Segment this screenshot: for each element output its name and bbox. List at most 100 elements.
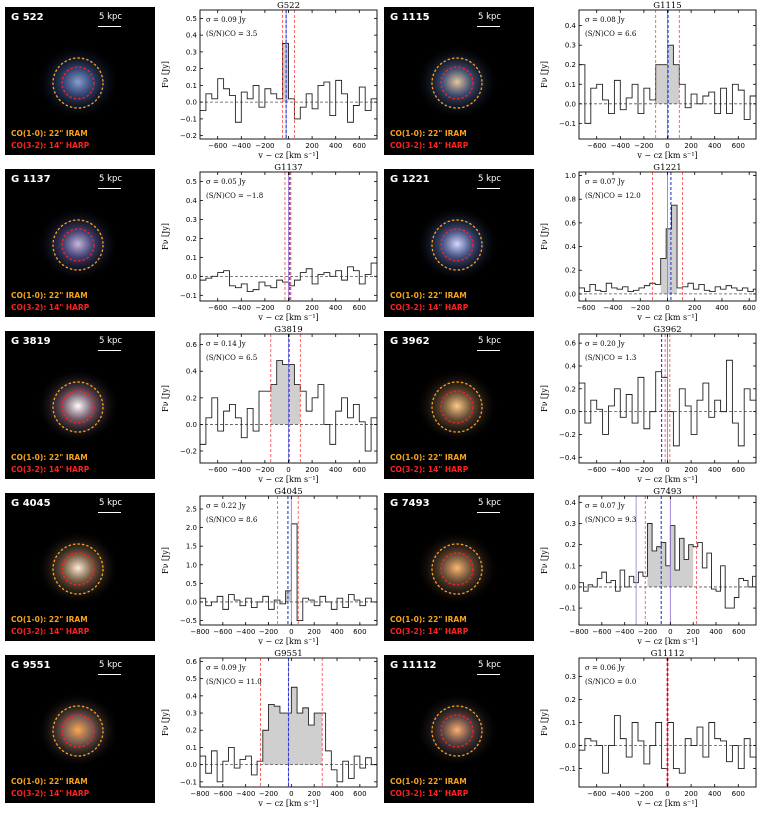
co10-beam-circle: [52, 543, 104, 595]
x-tick-label: −200: [255, 142, 274, 150]
galaxy-drawing: [36, 530, 120, 606]
scale-label: 5 kpc: [99, 660, 123, 670]
y-tick-label: −0.1: [180, 115, 197, 123]
panel-g11112: G 11112 5 kpc CO(1-0): 22" IRAM CO(3-2): 14…: [384, 648, 760, 810]
y-tick-label: 0.3: [186, 48, 197, 56]
y-tick-label: 0.6: [186, 341, 198, 349]
y-tick-label: 0.3: [186, 710, 197, 718]
shaded-line-region: [270, 360, 301, 425]
co10-label: CO(1-0): 22" IRAM: [11, 615, 88, 624]
y-axis-label: Fν [Jy]: [540, 709, 549, 736]
galaxy-drawing: [36, 368, 120, 444]
galaxy-image: G 1115 5 kpc CO(1-0): 22" IRAM CO(3-2): 14"…: [384, 7, 534, 155]
co10-label: CO(1-0): 22" IRAM: [11, 453, 88, 462]
co32-label: CO(3-2): 14" HARP: [390, 465, 469, 474]
co10-label: CO(1-0): 22" IRAM: [390, 129, 467, 138]
galaxy-image: G 522 5 kpc CO(1-0): 22" IRAM CO(3-2): 14" …: [5, 7, 155, 155]
x-tick-label: −200: [634, 466, 653, 474]
co32-label: CO(3-2): 14" HARP: [390, 303, 469, 312]
x-tick-label: 200: [688, 304, 701, 312]
shaded-line-region: [285, 590, 292, 602]
spectrum-plot: −600 −400 −200 0 200 400 600 −0.1 0.0 0.1 0.2 0.3 G1…: [534, 648, 760, 810]
galaxy-glow: [36, 206, 120, 282]
spectrum-svg: −800 −600 −400 −200 0 200 400 600 −0.5 0.0 0.5 1.0 1…: [161, 487, 378, 646]
y-tick-label: 2.0: [186, 524, 197, 532]
scale-bar: [477, 674, 500, 675]
y-tick-label: 0.6: [186, 658, 198, 666]
galaxy-glow: [415, 44, 499, 120]
galaxy-drawing: [36, 692, 120, 768]
scale-label: 5 kpc: [478, 174, 502, 184]
y-tick-label: −0.4: [559, 454, 577, 462]
co32-beam-circle: [440, 228, 474, 262]
y-tick-label: −0.1: [559, 120, 576, 128]
x-axis-label: v − cz [km s⁻¹]: [257, 637, 318, 646]
x-tick-label: −200: [634, 790, 653, 798]
panel-g4045: G 4045 5 kpc CO(1-0): 22" IRAM CO(3-2): 14"…: [5, 486, 385, 648]
galaxy-image: G 7493 5 kpc CO(1-0): 22" IRAM CO(3-2): 14"…: [384, 493, 534, 641]
x-tick-label: 400: [708, 790, 721, 798]
y-tick-label: −0.2: [180, 132, 197, 140]
y-tick-label: 0.8: [565, 196, 576, 204]
galaxy-name: G 11112: [390, 660, 437, 671]
scale-bar: [477, 512, 500, 513]
spectrum-histogram: [200, 360, 377, 452]
y-tick-label: 0.2: [186, 65, 197, 73]
y-tick-label: 0.3: [565, 520, 576, 528]
co10-beam-circle: [52, 381, 104, 433]
co32-beam-circle: [61, 390, 95, 424]
x-tick-label: −400: [615, 628, 634, 636]
y-tick-label: 0.2: [565, 385, 576, 393]
co32-label: CO(3-2): 14" HARP: [11, 627, 90, 636]
galaxy-name: G 1221: [390, 174, 430, 185]
galaxy-glow: [36, 44, 120, 120]
y-tick-label: 0.2: [565, 267, 576, 275]
spectrum-plot: −600 −400 −200 0 200 400 600 −0.1 0.0 0.1 0.2 0.3 0.…: [155, 162, 385, 324]
x-tick-label: −400: [611, 142, 630, 150]
co10-beam-circle: [431, 57, 483, 109]
sigma-annotation: σ = 0.08 Jy: [585, 16, 625, 24]
x-tick-label: 200: [308, 628, 321, 636]
galaxy-drawing: [415, 692, 499, 768]
spectrum-svg: −600 −400 −200 0 200 400 600 −0.1 0.0 0.1 0.2 0.3 G1…: [540, 649, 757, 808]
scale-label: 5 kpc: [478, 498, 502, 508]
scale-label: 5 kpc: [99, 336, 123, 346]
x-tick-label: 600: [353, 142, 366, 150]
co10-label: CO(1-0): 22" IRAM: [11, 777, 88, 786]
galaxy-glow: [415, 692, 499, 768]
y-axis-label: Fν [Jy]: [161, 385, 170, 412]
panel-g1115: G 1115 5 kpc CO(1-0): 22" IRAM CO(3-2): 14"…: [384, 0, 760, 162]
y-tick-label: 0.4: [565, 22, 577, 30]
x-tick-label: 600: [732, 466, 745, 474]
co10-label: CO(1-0): 22" IRAM: [390, 615, 467, 624]
y-tick-label: 0.4: [565, 499, 577, 507]
plot-title: G3962: [653, 325, 681, 335]
co32-label: CO(3-2): 14" HARP: [11, 465, 90, 474]
spectrum-svg: −600 −400 −200 0 200 400 600 −0.1 0.0 0.1 0.2 0.3 0.…: [540, 1, 757, 160]
y-tick-label: 0.0: [186, 761, 197, 769]
galaxy-image: G 9551 5 kpc CO(1-0): 22" IRAM CO(3-2): 14"…: [5, 655, 155, 803]
co32-beam-circle: [440, 390, 474, 424]
plot-title: G11112: [651, 649, 685, 659]
y-axis-label: Fν [Jy]: [161, 61, 170, 88]
plot-title: G7493: [653, 487, 681, 497]
galaxy-drawing: [36, 44, 120, 120]
y-tick-label: −0.2: [180, 448, 197, 456]
co32-label: CO(3-2): 14" HARP: [11, 789, 90, 798]
co10-beam-circle: [52, 57, 104, 109]
plot-frame: [199, 495, 378, 626]
sn-annotation: (S/N)CO = 8.6: [206, 516, 258, 524]
x-tick-label: −600: [208, 304, 227, 312]
y-tick-label: 0.4: [565, 243, 577, 251]
co32-beam-circle: [440, 66, 474, 100]
x-tick-label: −600: [587, 790, 606, 798]
x-tick-label: 600: [353, 628, 366, 636]
co32-beam-circle: [440, 714, 474, 748]
x-tick-label: 400: [708, 466, 721, 474]
sn-annotation: (S/N)CO = 6.5: [206, 354, 257, 362]
scale-bar: [477, 26, 500, 27]
co32-label: CO(3-2): 14" HARP: [11, 141, 90, 150]
y-tick-label: 0.1: [565, 81, 576, 89]
sn-annotation: (S/N)CO = 0.0: [585, 678, 636, 686]
scale-bar: [98, 26, 121, 27]
